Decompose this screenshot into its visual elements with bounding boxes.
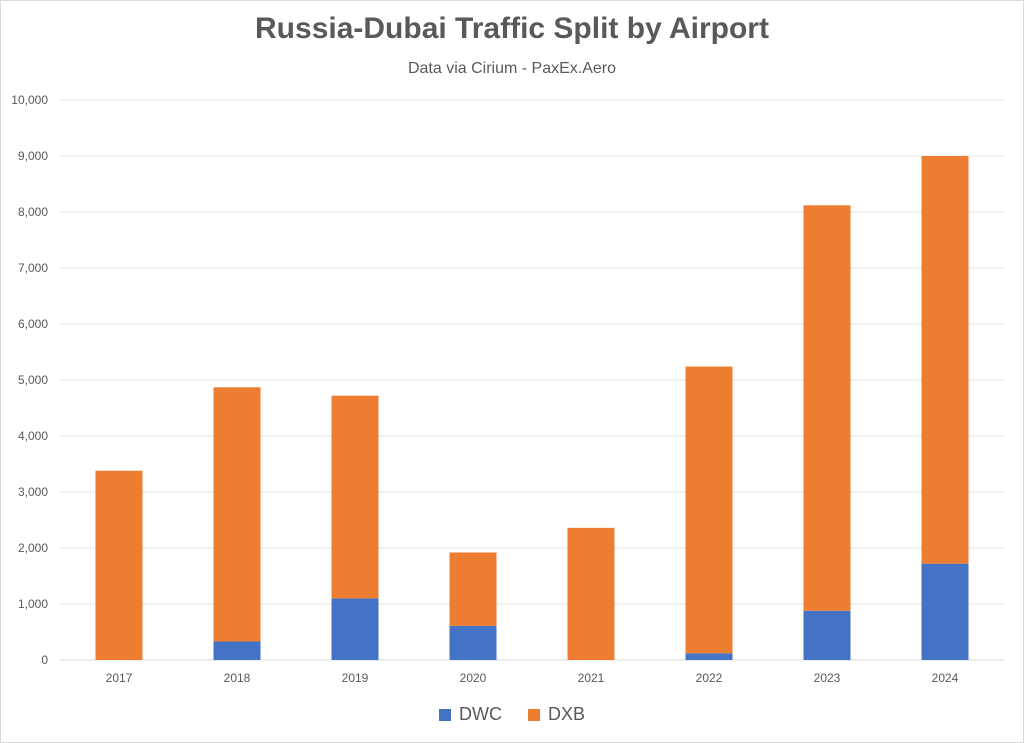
bar-dxb-2021 (567, 527, 615, 660)
bar-dxb-2023 (803, 205, 851, 611)
bar-dxb-2024 (921, 156, 969, 564)
x-tick-label: 2021 (578, 671, 605, 685)
x-tick-label: 2020 (460, 671, 487, 685)
legend-label-dxb: DXB (547, 704, 585, 724)
x-tick-label: 2023 (814, 671, 841, 685)
bar-dxb-2017 (95, 470, 143, 660)
bar-dwc-2020 (449, 625, 497, 660)
bar-dxb-2020 (449, 552, 497, 626)
legend-item-dxb: DXB (527, 704, 585, 725)
y-tick-label: 0 (41, 653, 48, 667)
legend-swatch-dwc (438, 708, 451, 721)
legend-label-dwc: DWC (458, 704, 502, 724)
legend-swatch-dxb (527, 708, 540, 721)
bar-dxb-2018 (213, 387, 261, 642)
bar-layer (95, 156, 969, 660)
y-tick-label: 6,000 (18, 317, 48, 331)
chart-title: Russia-Dubai Traffic Split by Airport (255, 12, 769, 45)
y-tick-label: 1,000 (18, 597, 48, 611)
chart-legend: DWC DXB (0, 704, 1024, 725)
legend-item-dwc: DWC (438, 704, 502, 725)
x-tick-label: 2017 (106, 671, 133, 685)
chart-subtitle: Data via Cirium - PaxEx.Aero (407, 60, 617, 77)
bar-dwc-2022 (685, 653, 733, 660)
y-tick-label: 10,000 (11, 93, 48, 107)
y-tick-label: 5,000 (18, 373, 48, 387)
bar-dxb-2019 (331, 395, 379, 599)
grid-layer (60, 99, 1004, 661)
x-tick-label: 2022 (696, 671, 723, 685)
y-tick-label: 8,000 (18, 205, 48, 219)
label-layer: 0 1,000 2,000 3,000 4,000 5,000 6,000 7,000 8,00… (11, 93, 958, 685)
y-tick-label: 9,000 (18, 149, 48, 163)
bar-dwc-2024 (921, 563, 969, 660)
y-tick-label: 7,000 (18, 261, 48, 275)
bar-dwc-2018 (213, 641, 261, 660)
y-tick-label: 2,000 (18, 541, 48, 555)
bar-dxb-2022 (685, 366, 733, 654)
bar-dwc-2019 (331, 598, 379, 660)
y-tick-label: 3,000 (18, 485, 48, 499)
bar-dwc-2023 (803, 610, 851, 660)
x-tick-label: 2018 (224, 671, 251, 685)
y-tick-label: 4,000 (18, 429, 48, 443)
x-tick-label: 2024 (932, 671, 959, 685)
x-tick-label: 2019 (342, 671, 369, 685)
